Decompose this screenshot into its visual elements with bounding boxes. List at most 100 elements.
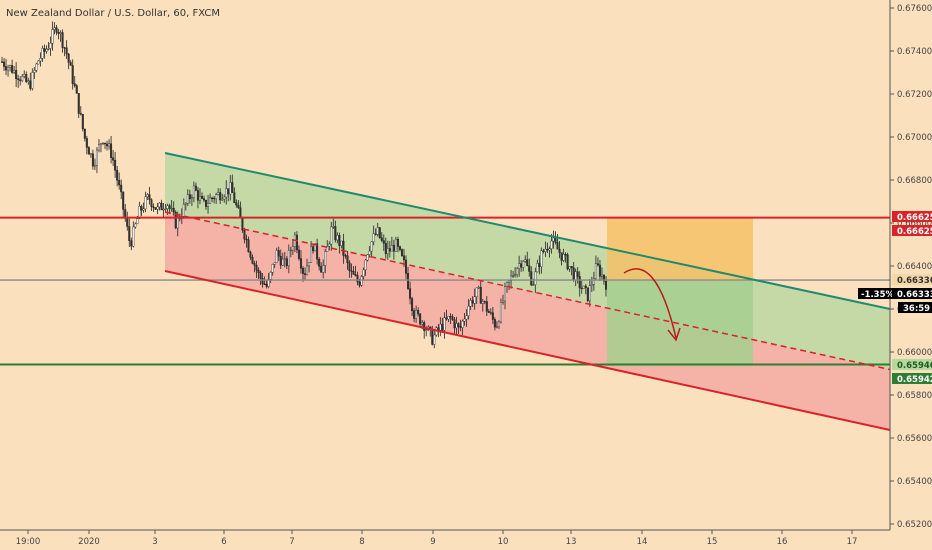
- candle-body: [510, 275, 513, 282]
- candle-body: [263, 283, 266, 285]
- price-tick-label: 0.65800: [897, 391, 932, 401]
- time-tick-label: 9: [430, 537, 435, 547]
- candle-body: [463, 318, 466, 322]
- candle-body: [605, 280, 608, 290]
- candle-body: [536, 263, 539, 273]
- candle-body: [562, 254, 565, 261]
- candle-body: [279, 256, 282, 266]
- time-tick-label: 6: [221, 537, 226, 547]
- candle-body: [116, 170, 119, 181]
- support-price-text: 0.65942: [897, 375, 932, 385]
- candle-body: [277, 250, 280, 257]
- candle-body: [200, 195, 203, 199]
- candle-body: [110, 143, 113, 158]
- candle-body: [544, 248, 547, 252]
- candle-body: [479, 287, 482, 304]
- candle-body: [552, 237, 555, 242]
- candle-body: [390, 245, 393, 252]
- current-price-text: 0.66333: [897, 290, 932, 300]
- candle-body: [198, 195, 201, 201]
- time-axis[interactable]: 19:00 2020 3 6 7 8 9 10 13 14 15 16 17: [16, 530, 858, 547]
- candles-layer: [1, 21, 608, 349]
- candle-body: [164, 208, 167, 210]
- candle-body: [251, 257, 254, 264]
- candle-body: [99, 143, 102, 145]
- price-tick-label: 0.67000: [897, 133, 932, 143]
- candle-body: [475, 287, 478, 297]
- time-tick-label: 3: [152, 537, 157, 547]
- candle-body: [295, 234, 298, 251]
- candle-body: [316, 243, 319, 260]
- channel-lower-zone: [165, 212, 890, 430]
- candle-body: [374, 233, 377, 235]
- countdown-text: 36:59: [903, 304, 930, 314]
- candle-body: [354, 274, 357, 276]
- candle-body: [35, 63, 38, 71]
- time-tick-label: 19:00: [16, 537, 41, 547]
- candle-body: [271, 264, 274, 273]
- price-tick-label: 0.67600: [897, 4, 932, 14]
- candle-body: [415, 310, 418, 319]
- candle-body: [443, 317, 446, 331]
- candle-body: [318, 259, 321, 267]
- candle-body: [267, 278, 270, 287]
- candle-body: [598, 264, 601, 277]
- candle-body: [431, 329, 434, 345]
- time-tick-label: 14: [637, 537, 648, 547]
- candle-body: [413, 310, 416, 319]
- candle-body: [31, 72, 34, 89]
- time-tick-label: 10: [498, 537, 509, 547]
- candle-body: [25, 74, 28, 82]
- candle-body: [128, 226, 131, 241]
- candle-body: [59, 32, 62, 34]
- candle-body: [421, 322, 424, 325]
- candle-body: [57, 32, 60, 34]
- candle-body: [247, 239, 250, 253]
- candle-body: [576, 271, 579, 277]
- candle-body: [402, 255, 405, 261]
- candle-body: [548, 248, 551, 251]
- candle-body: [281, 259, 284, 266]
- candle-body: [140, 205, 143, 211]
- candle-body: [174, 211, 177, 229]
- green-price-text: 0.65946: [897, 361, 932, 371]
- candle-body: [411, 298, 414, 311]
- candle-body: [231, 182, 234, 193]
- candle-body: [142, 208, 145, 211]
- candle-body: [1, 61, 4, 63]
- candle-body: [344, 255, 347, 257]
- candle-body: [584, 285, 587, 288]
- candle-body: [336, 235, 339, 241]
- candle-body: [512, 275, 515, 277]
- candle-body: [83, 128, 86, 139]
- candle-body: [47, 48, 50, 50]
- candle-body: [392, 245, 395, 252]
- candle-body: [150, 199, 153, 208]
- candle-body: [87, 147, 90, 155]
- candle-body: [447, 315, 450, 320]
- candle-body: [259, 272, 262, 279]
- candle-body: [495, 326, 498, 328]
- candle-body: [184, 203, 187, 205]
- candle-body: [289, 249, 292, 252]
- candle-body: [445, 317, 448, 320]
- candle-body: [417, 310, 420, 315]
- candle-body: [451, 316, 454, 320]
- candle-body: [503, 286, 506, 302]
- candle-body: [285, 258, 288, 266]
- price-tick-label: 0.67400: [897, 47, 932, 57]
- candle-body: [275, 250, 278, 263]
- candle-body: [340, 240, 343, 246]
- candle-body: [546, 248, 549, 251]
- candle-body: [9, 65, 12, 68]
- candle-body: [594, 263, 597, 280]
- candle-body: [308, 262, 311, 267]
- candle-body: [560, 252, 563, 261]
- candle-body: [342, 240, 345, 256]
- candle-body: [328, 243, 331, 247]
- candle-body: [126, 218, 129, 227]
- candle-body: [348, 262, 351, 271]
- candle-body: [602, 274, 605, 282]
- candle-body: [130, 240, 133, 247]
